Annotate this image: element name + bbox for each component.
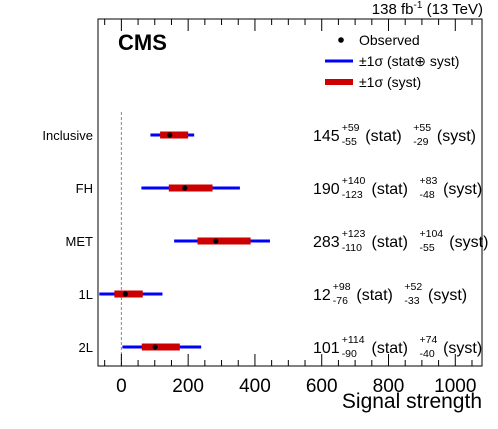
result-text-inclusive: 145 +59 -55 (stat) +55 -29 (syst) (313, 122, 476, 148)
stat-label-1l: (stat) (356, 287, 392, 304)
observed-point-met (213, 238, 219, 244)
category-labels: Inclusive FH MET 1L 2L (42, 128, 93, 355)
result-text-2l: 101 +114 -90 (stat) +74 -40 (syst) (313, 334, 482, 360)
syst-up-fh: +83 (420, 175, 438, 187)
category-label-met: MET (66, 234, 94, 249)
stat-label-fh: (stat) (372, 181, 408, 198)
syst-down-2l: -40 (420, 348, 435, 360)
observed-point-1l (122, 291, 128, 297)
luminosity-label: 138 fb-1 (13 TeV) (372, 0, 483, 18)
category-label-1l: 1L (79, 287, 93, 302)
x-axis-title: Signal strength (342, 390, 482, 413)
x-tick-label: 600 (306, 376, 338, 397)
stat-down-met: -110 (342, 242, 362, 254)
observed-point-fh (182, 185, 188, 191)
syst-label-2l: (syst) (443, 340, 482, 357)
result-text-1l: 12 +98 -76 (stat) +52 -33 (syst) (313, 281, 467, 307)
stat-down-inclusive: -55 (342, 136, 357, 148)
x-tick-label: 1000 (434, 376, 476, 397)
syst-down-1l: -33 (404, 295, 419, 307)
result-text-met: 283 +123 -110 (stat) +104 -55 (syst) (313, 228, 488, 254)
results-layer (99, 131, 270, 351)
syst-down-fh: -48 (420, 189, 435, 201)
stat-label-2l: (stat) (372, 340, 408, 357)
category-label-2l: 2L (79, 340, 93, 355)
stat-label-inclusive: (stat) (365, 128, 401, 145)
category-label-fh: FH (76, 181, 93, 196)
result-value-1l: 12 (313, 287, 331, 304)
experiment-label: CMS (118, 30, 167, 55)
stat-up-met: +123 (342, 228, 366, 240)
stat-down-1l: -76 (333, 295, 348, 307)
stat-label-met: (stat) (372, 234, 408, 251)
syst-up-1l: +52 (404, 281, 422, 293)
syst-label-fh: (syst) (443, 181, 482, 198)
stat-up-fh: +140 (342, 175, 366, 187)
legend: Observed ±1σ (stat⊕ syst) ±1σ (syst) (325, 32, 459, 90)
x-tick-label: 0 (116, 376, 127, 397)
result-value-2l: 101 (313, 340, 340, 357)
stat-up-inclusive: +59 (342, 122, 360, 134)
syst-down-met: -55 (420, 242, 435, 254)
observed-point-inclusive (167, 132, 173, 138)
observed-point-2l (152, 344, 158, 350)
category-label-inclusive: Inclusive (42, 128, 93, 143)
result-text-fh: 190 +140 -123 (stat) +83 -48 (syst) (313, 175, 482, 201)
x-tick-label: 400 (239, 376, 271, 397)
x-tick-label: 200 (172, 376, 204, 397)
syst-up-2l: +74 (420, 334, 438, 346)
plot-frame (97, 18, 483, 367)
syst-label-met: (syst) (449, 234, 488, 251)
legend-total-label: ±1σ (stat⊕ syst) (359, 53, 459, 69)
syst-up-inclusive: +55 (413, 122, 431, 134)
stat-down-2l: -90 (342, 348, 357, 360)
syst-down-inclusive: -29 (413, 136, 428, 148)
result-texts: 145 +59 -55 (stat) +55 -29 (syst) 190 +140 -123 (s… (313, 122, 488, 360)
x-tick-label: 800 (373, 376, 405, 397)
result-value-fh: 190 (313, 181, 340, 198)
result-value-met: 283 (313, 234, 340, 251)
stat-up-2l: +114 (342, 334, 365, 346)
stat-down-fh: -123 (342, 189, 363, 201)
syst-up-met: +104 (420, 228, 444, 240)
stat-up-1l: +98 (333, 281, 351, 293)
legend-observed-marker (338, 37, 344, 43)
result-value-inclusive: 145 (313, 128, 340, 145)
syst-label-inclusive: (syst) (437, 128, 476, 145)
legend-observed-label: Observed (359, 32, 420, 48)
legend-syst-label: ±1σ (syst) (359, 74, 421, 90)
x-axis: 0 200 400 600 800 1000 (104, 19, 476, 397)
syst-label-1l: (syst) (428, 287, 467, 304)
